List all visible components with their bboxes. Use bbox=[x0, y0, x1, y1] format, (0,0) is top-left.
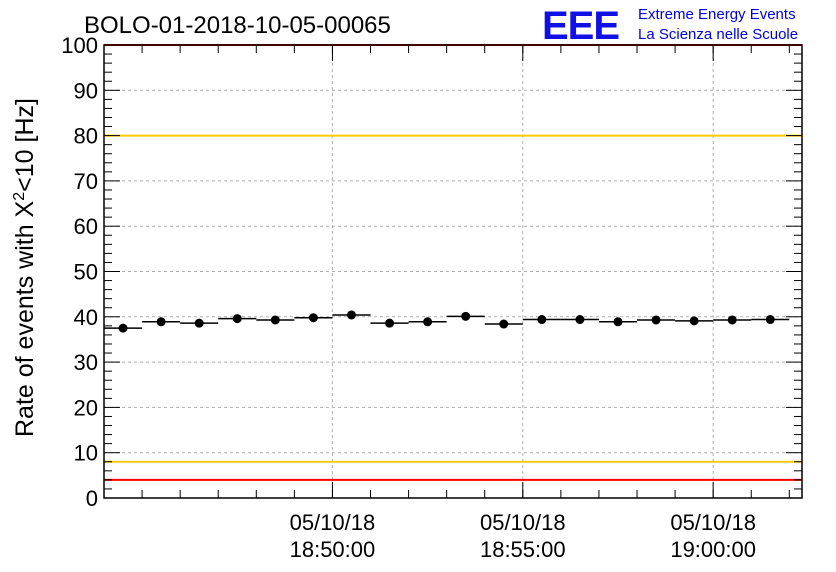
y-axis-title: Rate of events with X2<10 [Hz] bbox=[11, 98, 39, 437]
data-point bbox=[461, 311, 471, 321]
axis-ticks bbox=[104, 44, 802, 499]
x-tick-time-label: 18:50:00 bbox=[290, 537, 376, 562]
plot-frame bbox=[103, 44, 803, 499]
y-tick-label: 50 bbox=[74, 260, 98, 285]
data-point bbox=[689, 316, 699, 326]
tick-labels: 010203040506070809010005/10/1818:50:0005… bbox=[61, 33, 756, 562]
grid-lines bbox=[104, 45, 802, 498]
x-tick-date-label: 05/10/18 bbox=[670, 510, 756, 535]
logo-line-1: Extreme Energy Events bbox=[638, 6, 796, 23]
data-series bbox=[104, 310, 790, 333]
data-point bbox=[613, 317, 623, 327]
y-axis-title-main: Rate of events with X bbox=[11, 200, 39, 437]
data-point bbox=[423, 317, 433, 327]
eee-logo-letters: EEE bbox=[542, 4, 619, 48]
data-point bbox=[270, 315, 280, 325]
data-point bbox=[537, 315, 547, 325]
data-point bbox=[118, 323, 128, 333]
y-tick-label: 100 bbox=[61, 33, 98, 58]
data-point bbox=[651, 315, 661, 325]
y-tick-label: 20 bbox=[74, 395, 98, 420]
y-tick-label: 10 bbox=[74, 441, 98, 466]
chart-title: BOLO-01-2018-10-05-00065 bbox=[84, 12, 391, 39]
y-tick-label: 90 bbox=[74, 78, 98, 103]
x-tick-date-label: 05/10/18 bbox=[290, 510, 376, 535]
eee-logo: EEE Extreme Energy Events La Scienza nel… bbox=[542, 4, 798, 48]
y-tick-label: 70 bbox=[74, 169, 98, 194]
data-point bbox=[156, 317, 166, 327]
y-tick-label: 80 bbox=[74, 124, 98, 149]
x-tick-time-label: 18:55:00 bbox=[480, 537, 566, 562]
y-axis-title-rest: <10 [Hz] bbox=[11, 98, 39, 192]
data-point bbox=[727, 315, 737, 325]
data-point bbox=[346, 310, 356, 320]
logo-line-2: La Scienza nelle Scuole bbox=[638, 26, 798, 43]
y-tick-label: 60 bbox=[74, 214, 98, 239]
data-point bbox=[765, 315, 775, 325]
y-tick-label: 40 bbox=[74, 305, 98, 330]
data-point bbox=[385, 318, 395, 328]
y-tick-label: 0 bbox=[86, 486, 98, 511]
data-point bbox=[194, 318, 204, 328]
x-tick-time-label: 19:00:00 bbox=[670, 537, 756, 562]
data-point bbox=[499, 319, 509, 329]
reference-lines bbox=[104, 44, 802, 481]
data-point bbox=[575, 315, 585, 325]
y-axis-title-superscript: 2 bbox=[11, 192, 28, 201]
data-point bbox=[308, 313, 318, 323]
y-tick-label: 30 bbox=[74, 350, 98, 375]
x-tick-date-label: 05/10/18 bbox=[480, 510, 566, 535]
data-point bbox=[232, 314, 242, 324]
